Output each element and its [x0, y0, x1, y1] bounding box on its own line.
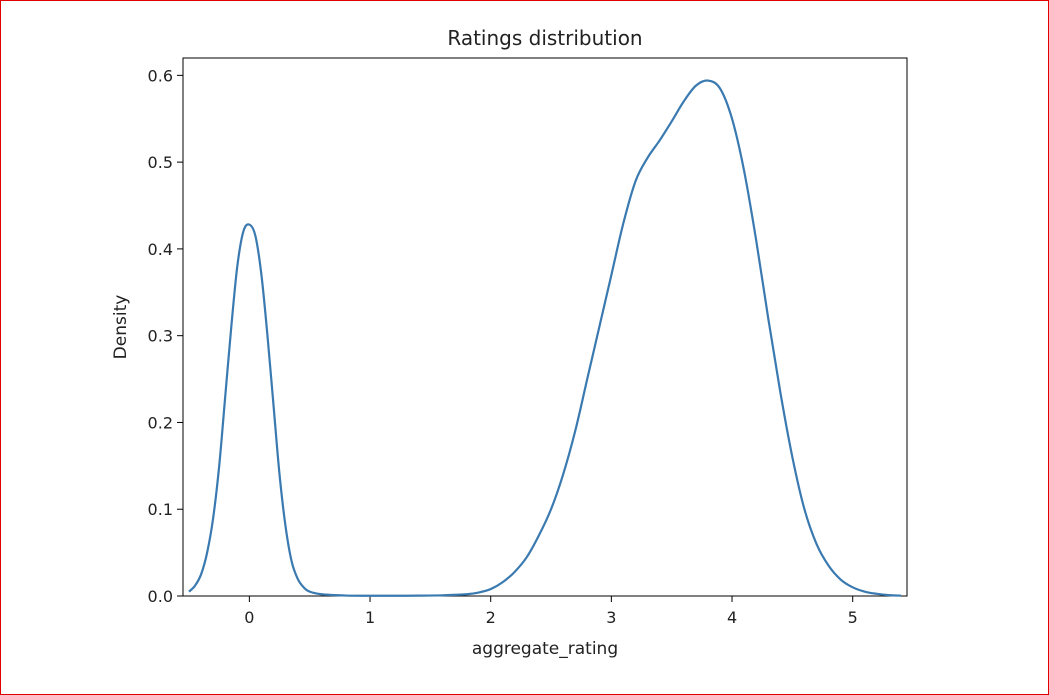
y-axis: 0.0 0.1 0.2 0.3 0.4 0.5 0.6: [148, 66, 183, 606]
x-axis: 0 1 2 3 4 5: [244, 596, 858, 627]
y-tick-label: 0.2: [148, 413, 173, 432]
y-tick-label: 0.4: [148, 240, 173, 259]
x-axis-label: aggregate_rating: [472, 639, 618, 659]
x-tick-label: 4: [727, 608, 737, 627]
y-tick-label: 0.0: [148, 587, 173, 606]
y-tick-label: 0.3: [148, 327, 173, 346]
y-tick-label: 0.6: [148, 66, 173, 85]
x-tick-label: 5: [848, 608, 858, 627]
y-tick-label: 0.5: [148, 153, 173, 172]
chart-title: Ratings distribution: [447, 26, 642, 50]
density-curve: [188, 79, 902, 597]
x-tick-label: 0: [244, 608, 254, 627]
x-tick-label: 1: [365, 608, 375, 627]
y-axis-label: Density: [111, 295, 131, 360]
plot-area-frame: [182, 57, 908, 597]
y-tick-label: 0.1: [148, 500, 173, 519]
series-layer: [188, 79, 902, 597]
x-tick-label: 2: [486, 608, 496, 627]
x-tick-label: 3: [606, 608, 616, 627]
